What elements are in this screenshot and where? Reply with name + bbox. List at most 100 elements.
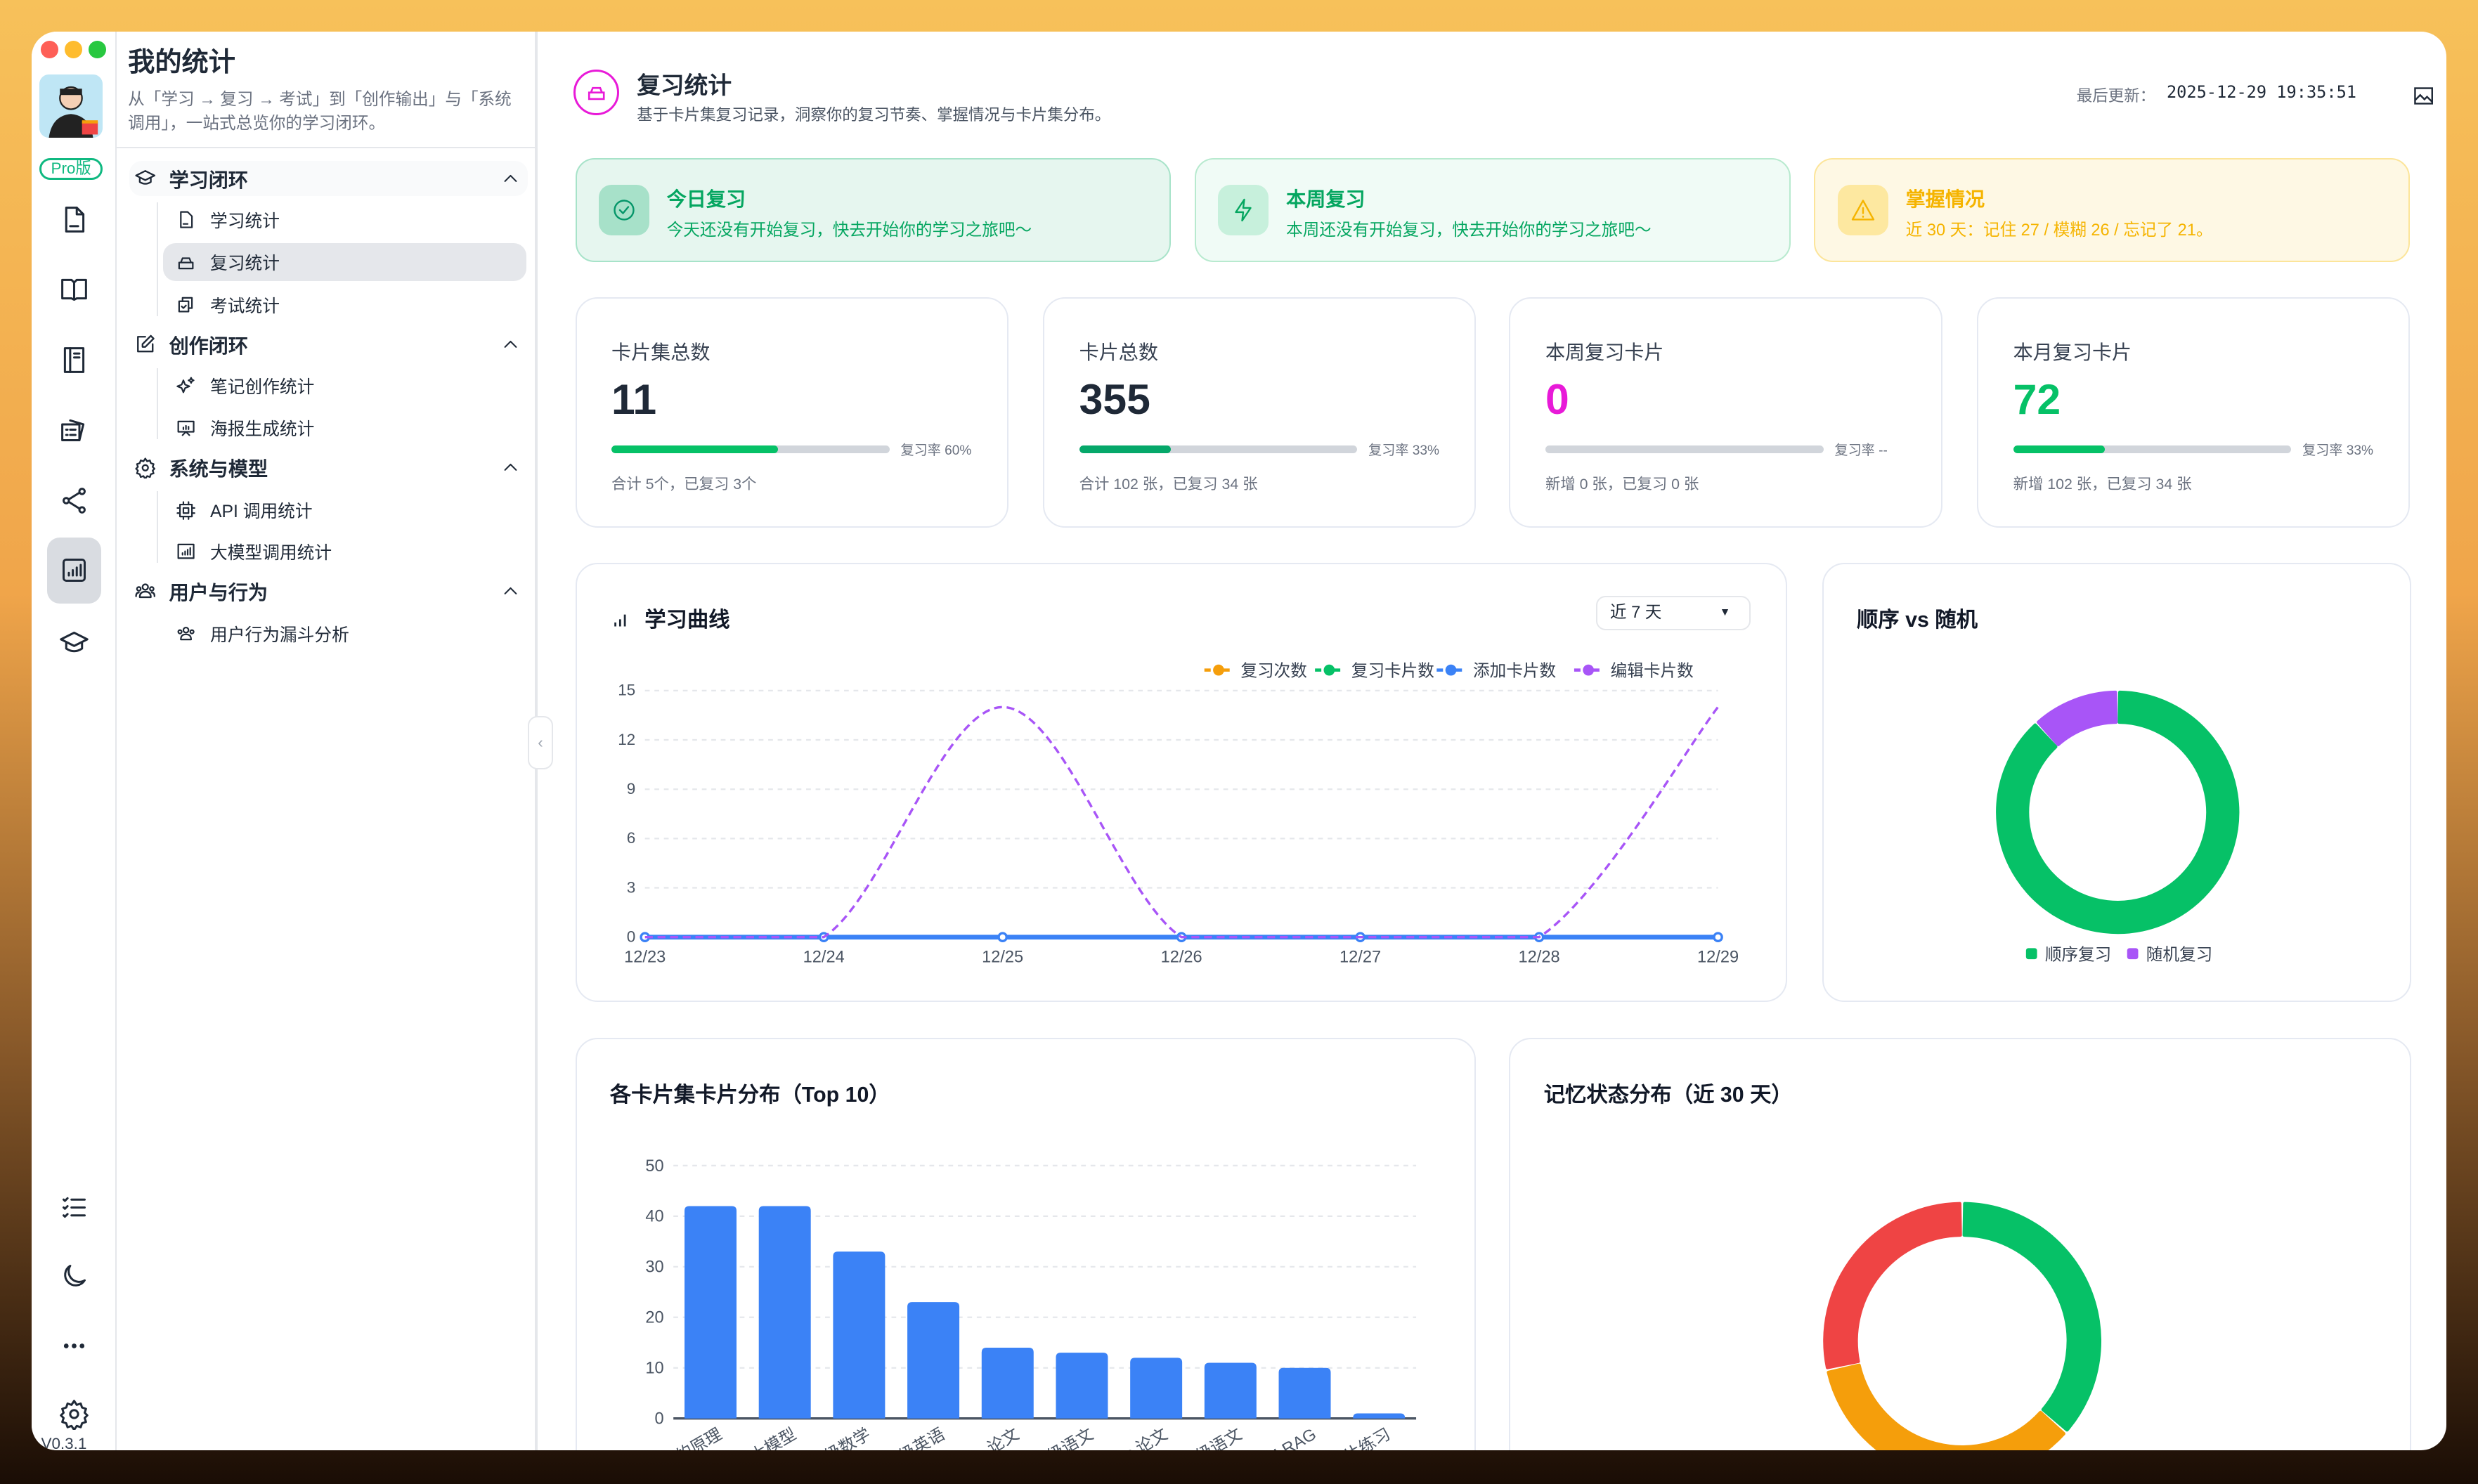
stat-footer: 合计 102 张，已复习 34 张	[1079, 476, 1258, 493]
y-tick-label: 12	[618, 730, 635, 748]
sidebar-title: 我的统计	[128, 47, 235, 78]
alert-text: 今天还没有开始复习，快去开始你的学习之旅吧～	[666, 221, 1032, 240]
stat-label: 本月复习卡片	[2013, 341, 2132, 363]
y-tick-label: 50	[645, 1157, 663, 1176]
users-icon	[134, 580, 156, 601]
stat-footer: 新增 0 张，已复习 0 张	[1545, 476, 1699, 493]
bar	[758, 1206, 811, 1419]
minimize-window-button[interactable]	[65, 41, 82, 59]
tree-line	[156, 202, 158, 316]
alert-text: 本周还没有开始复习，快去开始你的学习之旅吧～	[1286, 221, 1652, 240]
sidebar-item-exam-stats[interactable]: 考试统计	[163, 286, 526, 324]
collapse-sidebar-handle[interactable]: ‹	[528, 715, 554, 770]
x-tick-label: 年级语文	[1030, 1425, 1096, 1450]
more-icon[interactable]	[47, 1320, 100, 1373]
export-image-icon[interactable]	[2413, 82, 2434, 112]
share-icon[interactable]	[47, 474, 100, 528]
checklist-icon[interactable]	[47, 1180, 100, 1234]
alert-today-review: 今日复习 今天还没有开始复习，快去开始你的学习之旅吧～	[575, 157, 1172, 263]
item-label: API 调用统计	[210, 502, 313, 522]
bar-chart-icon	[176, 541, 196, 561]
alert-text: 近 30 天：记住 27 / 模糊 26 / 忘记了 21。	[1905, 221, 2213, 240]
document-icon[interactable]	[47, 193, 100, 246]
range-select[interactable]: 近 7 天 ▼	[1595, 595, 1751, 630]
x-tick-label: 12/24	[803, 948, 844, 966]
donut-slice	[1995, 690, 2240, 934]
progress-bar	[1079, 445, 1358, 454]
donut-slice	[2036, 690, 2117, 746]
donut-chart: 顺序复习 随机复习	[1995, 690, 2240, 964]
group-user-behavior[interactable]: 用户与行为	[129, 573, 528, 608]
item-label: 复习统计	[210, 254, 280, 274]
alert-title: 本周复习	[1286, 188, 1366, 210]
y-tick-label: 6	[626, 829, 635, 847]
moon-icon[interactable]	[47, 1250, 100, 1303]
tree-line	[156, 367, 158, 440]
group-creation-loop[interactable]: 创作闭环	[129, 327, 528, 361]
y-tick-label: 20	[645, 1309, 663, 1327]
warning-icon	[1837, 184, 1888, 235]
deck-distribution-card: 各卡片集卡片分布（Top 10） 0 10 20 30 40 50 下的原理 大模型 年级数学年…	[575, 1038, 1477, 1451]
progress-fill	[2013, 445, 2106, 454]
last-updated-label: 最后更新：	[2076, 87, 2156, 105]
sidebar-description: 从「学习 → 复习 → 考试」到「创作输出」与「系统调用」，一站式总览你的学习闭…	[128, 90, 512, 133]
notebook-icon[interactable]	[47, 333, 100, 386]
x-tick-label: 年级数学	[807, 1425, 874, 1450]
lightning-icon	[1218, 184, 1269, 235]
alert-week-review: 本周复习 本周还没有开始复习，快去开始你的学习之旅吧～	[1195, 157, 1791, 263]
sidebar-item-review-stats[interactable]: 复习统计	[162, 243, 526, 282]
alert-mastery: 掌握情况 近 30 天：记住 27 / 模糊 26 / 忘记了 21。	[1814, 157, 2411, 263]
page-title: 复习统计	[637, 72, 732, 100]
y-tick-label: 9	[626, 779, 635, 797]
stat-card: 本月复习卡片 72 复习率 33% 新增 102 张，已复习 34 张	[1977, 297, 2411, 528]
chevron-up-icon[interactable]	[501, 458, 520, 477]
group-learning-loop[interactable]: 学习闭环	[129, 161, 528, 196]
pro-badge: Pro版	[39, 157, 103, 181]
x-tick-label: AI RAG	[1261, 1426, 1319, 1451]
bar	[907, 1302, 959, 1419]
copy-check-icon	[176, 294, 196, 315]
chevron-up-icon[interactable]	[501, 582, 520, 601]
statistics-icon[interactable]	[47, 537, 101, 604]
book-open-icon[interactable]	[47, 262, 100, 315]
chart-title: 顺序 vs 随机	[1856, 608, 1978, 632]
sidebar-item-funnel-analysis[interactable]: 用户行为漏斗分析	[163, 615, 526, 653]
legend-swatch	[2127, 947, 2139, 959]
stat-rate: 复习率 33%	[2302, 443, 2373, 458]
sidebar-item-api-stats[interactable]: API 调用统计	[163, 491, 526, 529]
graduation-cap-icon[interactable]	[47, 616, 100, 670]
bar-chart-icon	[611, 606, 630, 636]
item-label: 笔记创作统计	[210, 377, 315, 397]
sidebar-item-llm-stats[interactable]: 大模型调用统计	[163, 533, 526, 571]
bar	[1055, 1353, 1108, 1419]
range-select-value: 近 7 天	[1609, 603, 1662, 622]
chevron-up-icon[interactable]	[501, 169, 520, 188]
progress-bar	[2013, 445, 2292, 454]
y-tick-label: 40	[645, 1208, 663, 1226]
donut-slice	[1823, 1202, 1963, 1370]
maximize-window-button[interactable]	[88, 41, 106, 59]
x-tick-label: 大模型	[746, 1425, 799, 1450]
bar	[981, 1348, 1034, 1419]
group-system-models[interactable]: 系统与模型	[129, 450, 528, 485]
chevron-up-icon[interactable]	[501, 335, 520, 354]
stat-label: 本周复习卡片	[1545, 341, 1664, 363]
sidebar-item-poster-stats[interactable]: 海报生成统计	[163, 409, 526, 447]
alert-title: 掌握情况	[1905, 188, 1985, 210]
bar	[1204, 1362, 1257, 1419]
stat-value: 0	[1545, 375, 1569, 423]
sidebar-item-study-stats[interactable]: 学习统计	[163, 201, 526, 239]
last-updated-value: 2025-12-29 19:35:51	[2166, 82, 2357, 102]
stat-value: 72	[2013, 375, 2061, 423]
avatar[interactable]	[39, 74, 103, 138]
chart-title: 记忆状态分布（近 30 天）	[1543, 1083, 1793, 1107]
settings-gear-icon[interactable]	[47, 1387, 100, 1440]
cards-icon[interactable]	[47, 403, 100, 456]
close-window-button[interactable]	[41, 41, 59, 59]
y-tick-label: 3	[626, 878, 635, 896]
stat-rate: 复习率 60%	[900, 443, 972, 458]
sidebar-item-note-stats[interactable]: 笔记创作统计	[163, 367, 526, 405]
sparkles-icon	[176, 375, 196, 396]
item-label: 考试统计	[210, 297, 280, 316]
